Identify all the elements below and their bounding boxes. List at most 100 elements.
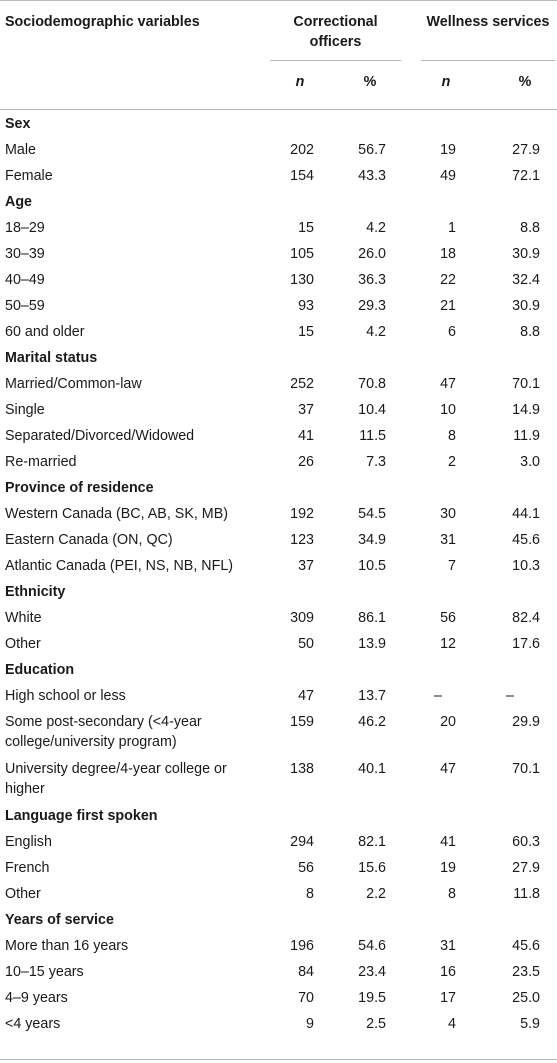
co-percent-cell: 4.2 (366, 220, 386, 236)
ws-percent-cell: 30.9 (512, 298, 540, 314)
ws-percent-cell: 60.3 (512, 834, 540, 850)
co-n-cell: 252 (290, 376, 314, 392)
ws-n-cell: 31 (440, 532, 456, 548)
ws-n-cell: 20 (440, 714, 456, 730)
co-percent-cell: 29.3 (358, 298, 386, 314)
section-label: Education (5, 662, 75, 678)
ws-n-cell: 41 (440, 834, 456, 850)
co-percent-cell: 11.5 (359, 428, 386, 444)
ws-n-cell: – (434, 688, 442, 704)
row-label: University degree/4-year college or high… (5, 761, 227, 797)
co-percent-cell: 26.0 (358, 246, 386, 262)
row-label: <4 years (5, 1016, 61, 1032)
ws-n-cell: 49 (440, 168, 456, 184)
ws-percent-cell: 11.9 (513, 428, 540, 444)
table-row: University degree/4-year college or high… (0, 755, 557, 802)
co-n-cell: 41 (298, 428, 314, 444)
co-n-cell: 123 (290, 532, 314, 548)
co-n-cell: 84 (298, 964, 314, 980)
section-label: Language first spoken (5, 808, 158, 824)
section-row: Age (0, 188, 557, 214)
header-variables-label: Sociodemographic variables (5, 14, 200, 30)
table-row: Separated/Divorced/Widowed 41 11.5 8 11.9 (0, 422, 557, 448)
ws-n-cell: 16 (440, 964, 456, 980)
table-row: Some post-secondary (<4-year college/uni… (0, 708, 557, 755)
table-row: 60 and older 15 4.2 6 8.8 (0, 318, 557, 344)
co-n-cell: 37 (298, 402, 314, 418)
section-label: Years of service (5, 912, 114, 928)
co-n-cell: 130 (290, 272, 314, 288)
co-percent-cell: 40.1 (358, 761, 386, 777)
ws-percent-cell: 29.9 (512, 714, 540, 730)
co-percent-cell: 19.5 (358, 990, 386, 1006)
row-label: 18–29 (5, 220, 45, 236)
row-label: More than 16 years (5, 938, 129, 954)
co-percent-cell: 36.3 (358, 272, 386, 288)
section-label: Marital status (5, 350, 98, 366)
table-row: 40–49 130 36.3 22 32.4 (0, 266, 557, 292)
ws-n-cell: 31 (440, 938, 456, 954)
bottom-rule (0, 1059, 557, 1060)
row-label: Other (5, 636, 41, 652)
co-percent-cell: 7.3 (366, 454, 386, 470)
co-percent-cell: 23.4 (358, 964, 386, 980)
table-row: <4 years 9 2.5 4 5.9 (0, 1010, 557, 1036)
co-n-cell: 56 (298, 860, 314, 876)
ws-percent-cell: 11.8 (513, 886, 540, 902)
row-label: English (5, 834, 52, 850)
ws-percent-cell: – (506, 688, 514, 704)
ws-percent-cell: 72.1 (512, 168, 540, 184)
ws-n-cell: 10 (440, 402, 456, 418)
section-row: Language first spoken (0, 802, 557, 828)
section-label: Age (5, 194, 33, 210)
ws-percent-cell: 30.9 (512, 246, 540, 262)
section-label: Province of residence (5, 480, 154, 496)
table-row: English 294 82.1 41 60.3 (0, 828, 557, 854)
ws-percent-cell: 70.1 (512, 376, 540, 392)
ws-percent-cell: 27.9 (512, 860, 540, 876)
co-n-cell: 202 (290, 142, 314, 158)
co-percent-cell: 2.5 (366, 1016, 386, 1032)
ws-n-cell: 21 (440, 298, 456, 314)
table-row: Eastern Canada (ON, QC) 123 34.9 31 45.6 (0, 526, 557, 552)
ws-n-cell: 22 (440, 272, 456, 288)
header-ws-n: n (441, 74, 451, 90)
row-label: 50–59 (5, 298, 45, 314)
table-row: More than 16 years 196 54.6 31 45.6 (0, 932, 557, 958)
co-percent-cell: 34.9 (358, 532, 386, 548)
row-label: 60 and older (5, 324, 85, 340)
co-percent-cell: 13.9 (358, 636, 386, 652)
co-percent-cell: 2.2 (366, 886, 386, 902)
ws-percent-cell: 70.1 (512, 761, 540, 777)
table-row: Married/Common-law 252 70.8 47 70.1 (0, 370, 557, 396)
co-percent-cell: 10.5 (358, 558, 386, 574)
table-header: Sociodemographic variables Correctional … (0, 0, 557, 110)
ws-percent-cell: 45.6 (512, 532, 540, 548)
row-label: Re-married (5, 454, 77, 470)
ws-percent-cell: 23.5 (512, 964, 540, 980)
co-n-cell: 93 (298, 298, 314, 314)
header-wellness-services: Wellness services (426, 14, 550, 30)
co-n-cell: 37 (298, 558, 314, 574)
section-label: Ethnicity (5, 584, 66, 600)
section-row: Province of residence (0, 474, 557, 500)
row-label: Eastern Canada (ON, QC) (5, 532, 173, 548)
row-label: Some post-secondary (<4-year college/uni… (5, 714, 202, 750)
ws-n-cell: 2 (448, 454, 456, 470)
section-label: Sex (5, 116, 31, 132)
table-row: 4–9 years 70 19.5 17 25.0 (0, 984, 557, 1010)
co-n-cell: 9 (306, 1016, 314, 1032)
ws-percent-cell: 10.3 (512, 558, 540, 574)
co-percent-cell: 46.2 (358, 714, 386, 730)
co-n-cell: 50 (298, 636, 314, 652)
row-label: Western Canada (BC, AB, SK, MB) (5, 506, 229, 522)
ws-percent-cell: 44.1 (512, 506, 540, 522)
table-row: High school or less 47 13.7 – – (0, 682, 557, 708)
ws-percent-cell: 3.0 (520, 454, 540, 470)
top-rule (0, 0, 557, 1)
row-label: White (5, 610, 42, 626)
section-row: Ethnicity (0, 578, 557, 604)
ws-n-cell: 7 (448, 558, 456, 574)
ws-n-cell: 30 (440, 506, 456, 522)
row-label: 40–49 (5, 272, 45, 288)
